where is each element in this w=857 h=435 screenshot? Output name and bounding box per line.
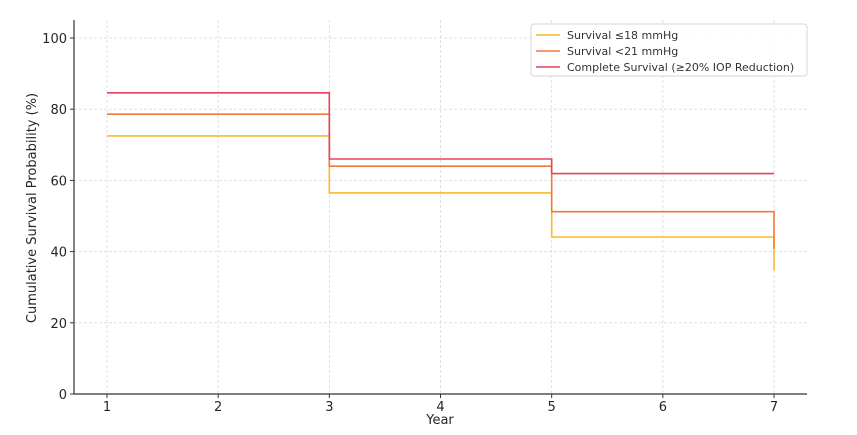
x-tick-label: 2: [214, 400, 222, 415]
legend-item-survival-18: Survival ≤18 mmHg: [536, 29, 678, 42]
x-tick-label: 1: [103, 400, 111, 415]
legend-item-complete-survival: Complete Survival (≥20% IOP Reduction): [536, 61, 794, 74]
x-axis-label: Year: [425, 413, 454, 428]
legend-label: Complete Survival (≥20% IOP Reduction): [567, 61, 794, 74]
y-tick-label: 80: [50, 103, 67, 118]
x-tick-label: 6: [659, 400, 667, 415]
legend-label: Survival <21 mmHg: [567, 45, 678, 58]
y-tick-label: 0: [59, 388, 67, 403]
x-tick-label: 3: [325, 400, 333, 415]
legend-label: Survival ≤18 mmHg: [567, 29, 678, 42]
legend-item-survival-21: Survival <21 mmHg: [536, 45, 678, 58]
x-tick-label: 4: [436, 400, 444, 415]
y-axis-label: Cumulative Survival Probability (%): [25, 93, 40, 323]
legend-box: [530, 23, 808, 77]
plot-series: [107, 92, 775, 271]
x-tick-label: 7: [770, 400, 778, 415]
y-tick-label: 40: [50, 246, 67, 261]
legend: Survival ≤18 mmHg Survival <21 mmHg Comp…: [530, 23, 808, 77]
y-tick-label: 100: [42, 32, 67, 47]
x-ticks: 1 2 3 4 5 6 7: [103, 394, 778, 415]
x-tick-label: 5: [548, 400, 556, 415]
y-ticks: 0 20 40 60 80 100: [42, 32, 74, 403]
series-complete-survival-line: [107, 92, 774, 175]
y-tick-label: 60: [50, 174, 67, 189]
y-tick-label: 20: [50, 317, 67, 332]
